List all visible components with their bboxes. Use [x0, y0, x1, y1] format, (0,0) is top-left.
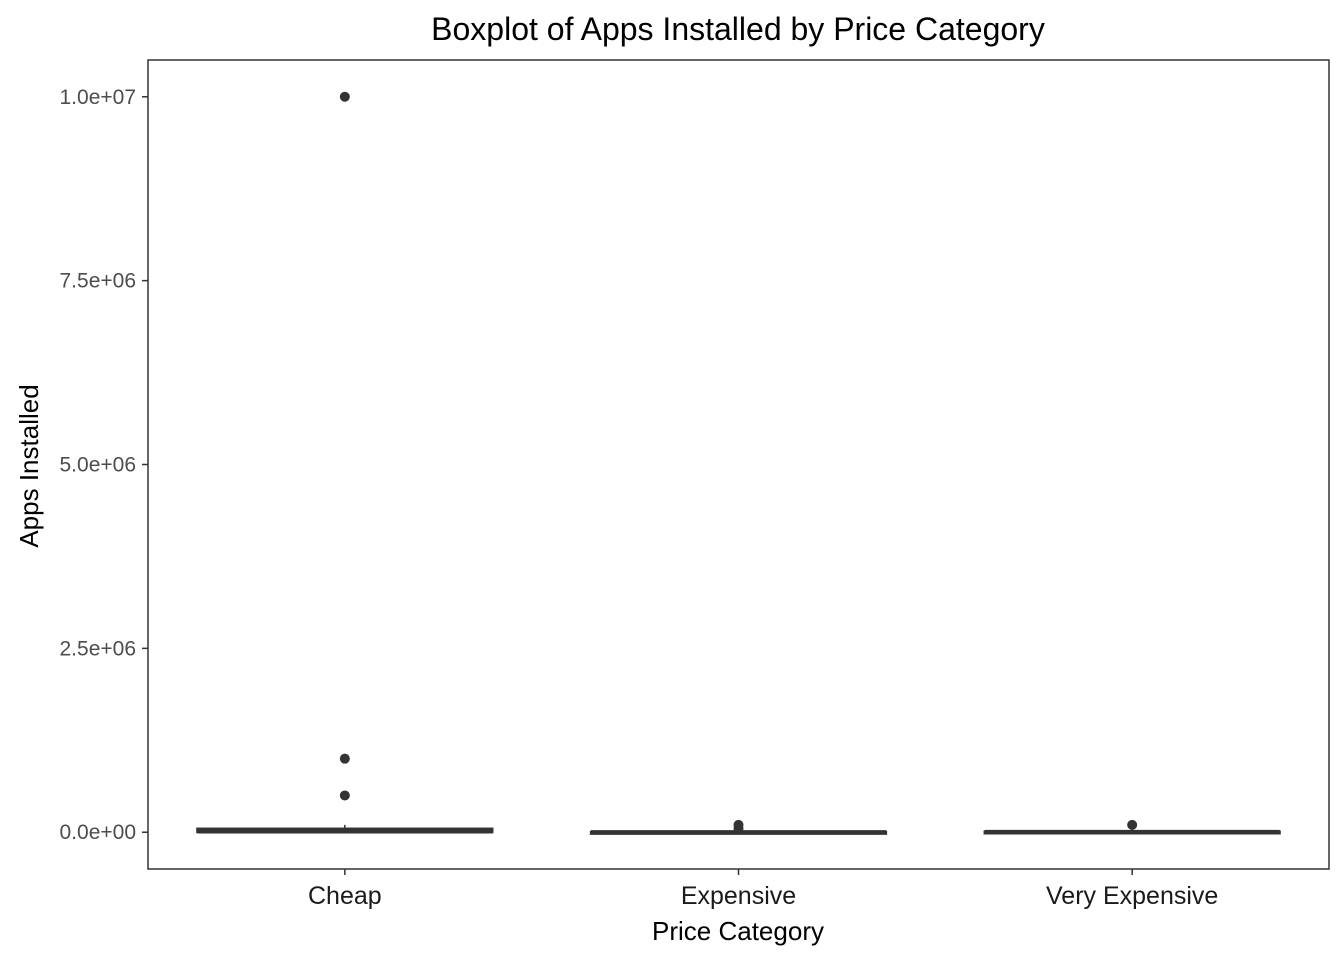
outlier-point: [339, 91, 350, 102]
y-tick-label: 2.5e+06: [60, 637, 137, 660]
y-tick-label: 5.0e+06: [60, 454, 137, 477]
outlier-point: [1127, 819, 1138, 830]
outlier-point: [339, 753, 350, 764]
plot-area: [147, 59, 1330, 870]
y-axis: 0.0e+00 2.5e+06 5.0e+06 7.5e+06 1.0e+07: [60, 86, 148, 844]
y-tick-label: 1.0e+07: [60, 86, 137, 109]
panel-border: [147, 59, 1330, 870]
x-tick-label: Cheap: [308, 882, 382, 910]
y-axis-title: Apps Installed: [14, 384, 44, 547]
y-tick-label: 7.5e+06: [60, 270, 137, 293]
box-group-expensive: [589, 819, 888, 835]
chart-title: Boxplot of Apps Installed by Price Categ…: [431, 11, 1045, 47]
box-group-very-expensive: [983, 819, 1281, 835]
y-tick-label: 0.0e+00: [60, 821, 137, 844]
x-axis: Cheap Expensive Very Expensive: [308, 869, 1218, 910]
outlier-point: [733, 819, 744, 830]
x-axis-title: Price Category: [652, 916, 824, 946]
outlier-point: [339, 790, 350, 801]
x-tick-label: Very Expensive: [1046, 882, 1218, 910]
x-tick-label: Expensive: [681, 882, 796, 910]
box-group-cheap: [196, 91, 494, 834]
